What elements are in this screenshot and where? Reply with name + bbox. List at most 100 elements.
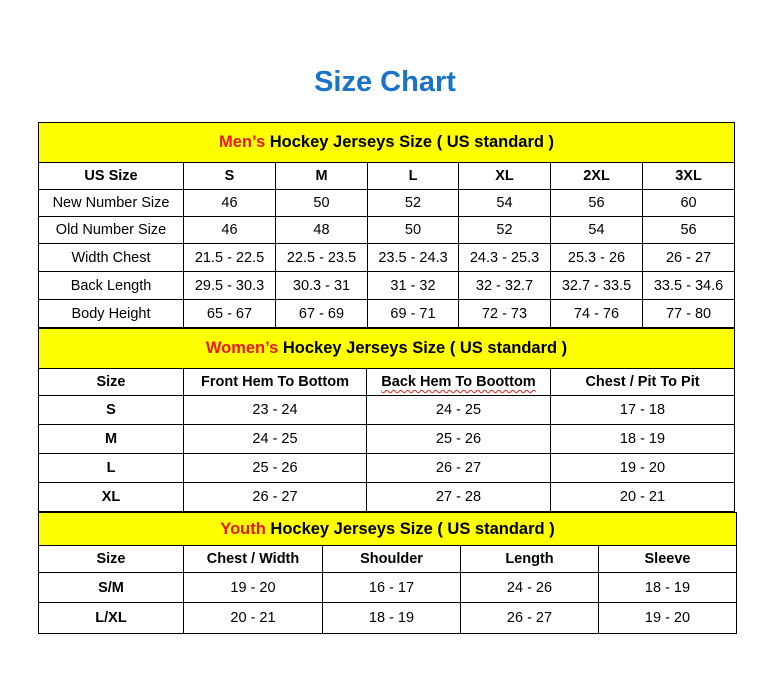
column-header-label: 2XL	[583, 168, 610, 184]
column-header-label: S	[224, 168, 235, 184]
table-cell: 72 - 73	[458, 299, 551, 328]
table-cell: 24 - 25	[366, 395, 551, 425]
column-header: Back Hem To Boottom	[366, 368, 551, 396]
column-header: Front Hem To Bottom	[183, 368, 367, 396]
table-cell: 20 - 21	[183, 602, 323, 634]
table-cell: 26 - 27	[366, 453, 551, 483]
table-cell: 56	[641, 216, 736, 244]
womens-column-header-row: Size Front Hem To Bottom Back Hem To Boott…	[38, 368, 736, 396]
table-cell: 24 - 25	[183, 424, 367, 454]
mens-column-header-row: US Size S M L XL 2XL 3XL	[38, 162, 736, 190]
column-header: XL	[458, 162, 551, 190]
column-header-label: Sleeve	[644, 551, 691, 567]
table-cell: 48	[275, 216, 368, 244]
column-header: Sleeve	[597, 545, 738, 573]
youth-column-header-row: Size Chest / Width Shoulder Length Sleeve	[38, 545, 738, 573]
column-header: Chest / Width	[183, 545, 323, 573]
table-cell: 26 - 27	[641, 243, 736, 272]
column-header: US Size	[38, 162, 184, 190]
table-cell: 30.3 - 31	[275, 271, 368, 300]
column-header-label: Size	[96, 551, 126, 567]
row-label: S/M	[38, 572, 184, 603]
table-cell: 23 - 24	[183, 395, 367, 425]
column-header-label: L	[408, 168, 418, 184]
table-cell: 50	[367, 216, 459, 244]
column-header: Shoulder	[322, 545, 461, 573]
table-row: Old Number Size 46 48 50 52 54 56	[38, 216, 736, 244]
mens-section-header-row: Men’s Hockey Jerseys Size ( US standard …	[37, 122, 736, 163]
table-cell: 60	[641, 189, 736, 217]
table-row: S 23 - 24 24 - 25 17 - 18	[38, 395, 736, 425]
row-label: Body Height	[38, 299, 184, 328]
column-header: 3XL	[641, 162, 736, 190]
table-cell: 25.3 - 26	[550, 243, 643, 272]
column-header-label: XL	[495, 168, 514, 184]
table-cell: 18 - 19	[549, 424, 736, 454]
table-cell: 22.5 - 23.5	[275, 243, 368, 272]
table-cell: 26 - 27	[183, 482, 367, 512]
column-header-label: Chest / Pit To Pit	[585, 374, 700, 390]
mens-section-header: Men’s Hockey Jerseys Size ( US standard …	[37, 122, 736, 163]
column-header-label: M	[315, 168, 328, 184]
mens-category-label: Men’s	[219, 133, 266, 151]
youth-section-header: Youth Hockey Jerseys Size ( US standard …	[37, 512, 738, 546]
womens-heading-text: Hockey Jerseys Size ( US standard )	[278, 339, 568, 357]
table-cell: 54	[550, 216, 643, 244]
table-row: L/XL 20 - 21 18 - 19 26 - 27 19 - 20	[38, 602, 738, 634]
size-chart: Men’s Hockey Jerseys Size ( US standard …	[37, 122, 738, 634]
table-row: Body Height 65 - 67 67 - 69 69 - 71 72 - 73 7…	[38, 299, 736, 328]
table-row: M 24 - 25 25 - 26 18 - 19	[38, 424, 736, 454]
table-row: XL 26 - 27 27 - 28 20 - 21	[38, 482, 736, 512]
column-header-label: Size	[96, 374, 126, 390]
row-label: S	[38, 395, 184, 425]
table-cell: 25 - 26	[366, 424, 551, 454]
table-cell: 56	[550, 189, 643, 217]
table-cell: 52	[367, 189, 459, 217]
table-cell: 25 - 26	[183, 453, 367, 483]
table-cell: 46	[183, 189, 276, 217]
table-cell: 27 - 28	[366, 482, 551, 512]
table-cell: 65 - 67	[183, 299, 276, 328]
column-header-label: Chest / Width	[206, 551, 300, 567]
table-row: L 25 - 26 26 - 27 19 - 20	[38, 453, 736, 483]
column-header-label: 3XL	[675, 168, 702, 184]
column-header-label: Shoulder	[360, 551, 423, 567]
table-cell: 52	[458, 216, 551, 244]
mens-size-table: Men’s Hockey Jerseys Size ( US standard …	[37, 122, 736, 328]
table-cell: 24 - 26	[460, 572, 599, 603]
column-header-label: US Size	[84, 168, 138, 184]
row-label: Back Length	[38, 271, 184, 300]
table-cell: 32 - 32.7	[458, 271, 551, 300]
column-header: Size	[38, 368, 184, 396]
table-cell: 23.5 - 24.3	[367, 243, 459, 272]
table-cell: 77 - 80	[641, 299, 736, 328]
row-label: L	[38, 453, 184, 483]
row-label: XL	[38, 482, 184, 512]
youth-category-label: Youth	[220, 519, 266, 538]
table-cell: 20 - 21	[549, 482, 736, 512]
table-cell: 54	[458, 189, 551, 217]
table-cell: 32.7 - 33.5	[550, 271, 643, 300]
table-cell: 19 - 20	[183, 572, 323, 603]
youth-heading-text: Hockey Jerseys Size ( US standard )	[265, 519, 555, 538]
table-cell: 19 - 20	[549, 453, 736, 483]
table-cell: 50	[275, 189, 368, 217]
table-cell: 74 - 76	[550, 299, 643, 328]
table-row: Back Length 29.5 - 30.3 30.3 - 31 31 - 32 32…	[38, 271, 736, 300]
mens-heading-text: Hockey Jerseys Size ( US standard )	[265, 133, 555, 151]
column-header-label: Front Hem To Bottom	[201, 374, 349, 390]
table-cell: 18 - 19	[322, 602, 461, 634]
table-cell: 69 - 71	[367, 299, 459, 328]
table-cell: 18 - 19	[597, 572, 738, 603]
table-cell: 67 - 69	[275, 299, 368, 328]
table-cell: 46	[183, 216, 276, 244]
row-label: Width Chest	[38, 243, 184, 272]
column-header-label: Length	[505, 551, 554, 567]
womens-size-table: Women’s Hockey Jerseys Size ( US standar…	[37, 328, 736, 512]
youth-size-table: Youth Hockey Jerseys Size ( US standard …	[37, 512, 738, 634]
table-cell: 26 - 27	[460, 602, 599, 634]
column-header: Chest / Pit To Pit	[549, 368, 736, 396]
column-header-label: Back Hem To Boottom	[381, 374, 536, 390]
row-label: Old Number Size	[38, 216, 184, 244]
youth-section-header-row: Youth Hockey Jerseys Size ( US standard …	[37, 512, 738, 546]
